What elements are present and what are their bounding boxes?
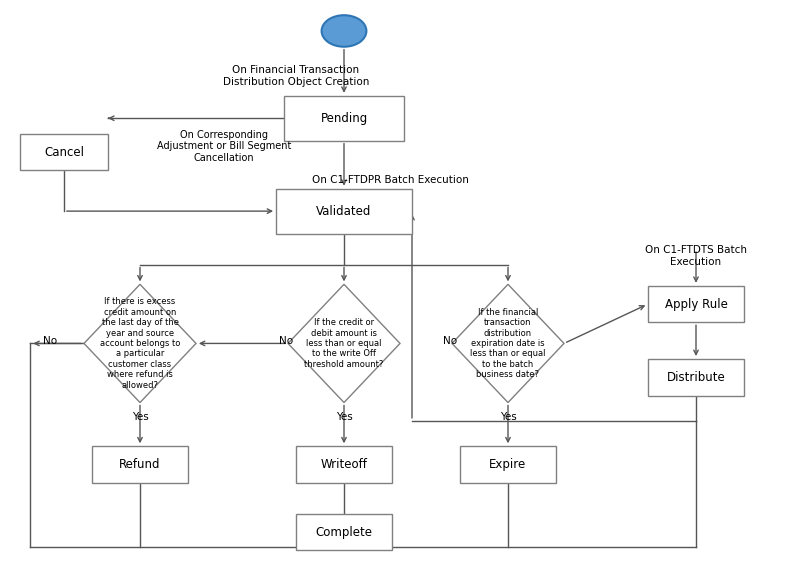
Circle shape bbox=[322, 15, 366, 47]
Text: Yes: Yes bbox=[336, 412, 352, 422]
Polygon shape bbox=[84, 284, 196, 403]
Text: On Financial Transaction
Distribution Object Creation: On Financial Transaction Distribution Ob… bbox=[223, 65, 369, 87]
FancyBboxPatch shape bbox=[296, 513, 392, 551]
Text: On C1-FTDPR Batch Execution: On C1-FTDPR Batch Execution bbox=[312, 175, 469, 185]
Polygon shape bbox=[452, 284, 564, 403]
Text: On Corresponding
Adjustment or Bill Segment
Cancellation: On Corresponding Adjustment or Bill Segm… bbox=[157, 130, 291, 163]
Text: On C1-FTDTS Batch
Execution: On C1-FTDTS Batch Execution bbox=[645, 245, 747, 267]
FancyBboxPatch shape bbox=[92, 446, 188, 483]
Text: Writeoff: Writeoff bbox=[321, 458, 367, 471]
FancyBboxPatch shape bbox=[296, 446, 392, 483]
FancyBboxPatch shape bbox=[648, 286, 744, 322]
FancyBboxPatch shape bbox=[20, 134, 108, 170]
FancyBboxPatch shape bbox=[460, 446, 556, 483]
Text: No: No bbox=[443, 336, 458, 346]
Text: Expire: Expire bbox=[490, 458, 526, 471]
Text: Apply Rule: Apply Rule bbox=[665, 297, 727, 311]
Text: No: No bbox=[43, 336, 58, 346]
Text: Cancel: Cancel bbox=[44, 145, 84, 159]
Polygon shape bbox=[288, 284, 400, 403]
Text: Yes: Yes bbox=[500, 412, 516, 422]
Text: If there is excess
credit amount on
the last day of the
year and source
account : If there is excess credit amount on the … bbox=[100, 297, 180, 390]
Text: If the credit or
debit amount is
less than or equal
to the write Off
threshold a: If the credit or debit amount is less th… bbox=[304, 318, 384, 369]
FancyBboxPatch shape bbox=[648, 359, 744, 395]
FancyBboxPatch shape bbox=[284, 96, 404, 141]
Text: Refund: Refund bbox=[119, 458, 161, 471]
Text: Validated: Validated bbox=[316, 204, 372, 218]
Text: Pending: Pending bbox=[320, 111, 368, 125]
Text: Distribute: Distribute bbox=[666, 370, 726, 384]
FancyBboxPatch shape bbox=[276, 189, 412, 234]
Text: No: No bbox=[279, 336, 294, 346]
Text: Complete: Complete bbox=[315, 525, 373, 539]
Text: If the financial
transaction
distribution
expiration date is
less than or equal
: If the financial transaction distributio… bbox=[470, 308, 546, 379]
Text: Yes: Yes bbox=[132, 412, 148, 422]
